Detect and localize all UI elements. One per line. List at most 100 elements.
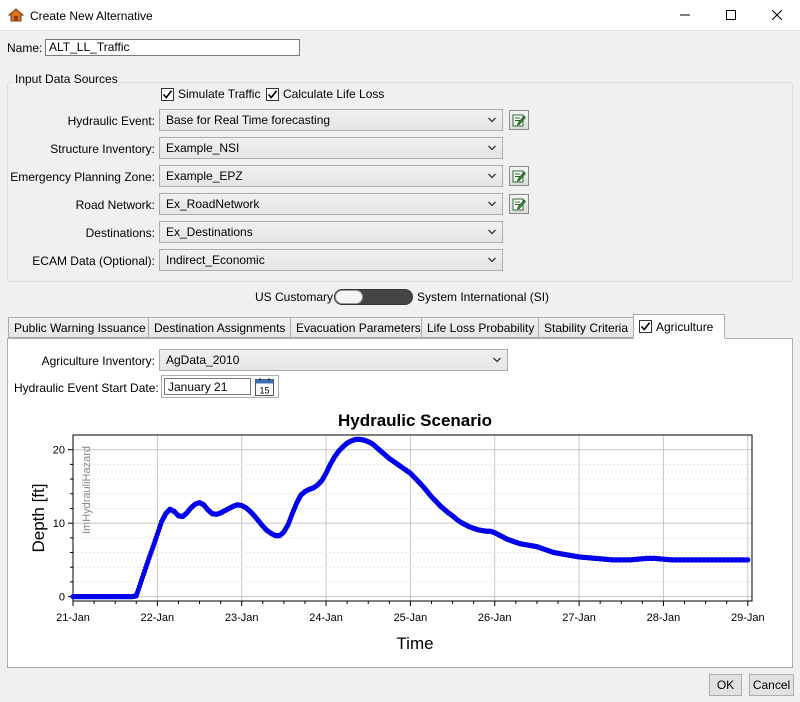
calendar-icon[interactable]: 15 — [255, 378, 274, 396]
maximize-button[interactable] — [708, 0, 754, 30]
chevron-down-icon — [488, 229, 496, 235]
tab-label: Life Loss Probability — [427, 321, 535, 335]
start-date-input[interactable]: January 21 — [164, 378, 251, 395]
edit-icon — [512, 114, 526, 127]
checkbox-box — [266, 87, 279, 101]
tab-label: Stability Criteria — [544, 321, 629, 335]
y-tick-label: 10 — [53, 518, 65, 530]
window-title: Create New Alternative — [30, 9, 153, 23]
destinations-dropdown[interactable]: Ex_Destinations — [159, 221, 503, 243]
hydraulic-scenario-chart: Hydraulic Scenario 21-Jan 22-Jan 23-Jan 24-… — [8, 404, 792, 666]
destinations-label: Destinations: — [85, 226, 155, 240]
tab-stability-criteria[interactable]: Stability Criteria — [538, 317, 634, 338]
chevron-down-icon — [488, 201, 496, 207]
tab-agriculture[interactable]: Agriculture — [633, 314, 725, 339]
chart-grid — [72, 435, 752, 601]
chevron-down-icon — [493, 357, 501, 363]
x-tick-label: 23-Jan — [225, 612, 259, 624]
start-date-picker: January 21 15 — [161, 375, 279, 398]
edit-icon — [512, 170, 526, 183]
hydraulic-event-edit-button[interactable] — [509, 110, 529, 130]
input-data-sources-group — [7, 82, 793, 282]
chart-svg: Hydraulic Scenario 21-Jan 22-Jan 23-Jan 24-… — [29, 411, 765, 653]
tab-life-loss-probability[interactable]: Life Loss Probability — [421, 317, 539, 338]
hydraulic-event-label: Hydraulic Event: — [67, 114, 155, 128]
road-network-value: Ex_RoadNetwork — [166, 197, 260, 211]
hydraulic-event-dropdown[interactable]: Base for Real Time forecasting — [159, 109, 503, 131]
road-network-label: Road Network: — [75, 198, 155, 212]
cancel-button[interactable]: Cancel — [749, 674, 794, 696]
agriculture-inventory-label: Agriculture Inventory: — [41, 354, 155, 368]
chevron-down-icon — [488, 173, 496, 179]
ecam-data-dropdown[interactable]: Indirect_Economic — [159, 249, 503, 271]
y-axis: 0 10 20 — [53, 445, 73, 604]
calendar-day: 15 — [259, 386, 269, 396]
emergency-planning-zone-value: Example_EPZ — [166, 169, 243, 183]
y-axis-label: Depth [ft] — [29, 484, 48, 553]
tab-label: Agriculture — [656, 320, 714, 334]
emergency-planning-zone-edit-button[interactable] — [509, 166, 529, 186]
y-tick-label: 20 — [53, 445, 65, 457]
agriculture-inventory-value: AgData_2010 — [166, 353, 240, 367]
x-tick-label: 26-Jan — [478, 612, 512, 624]
x-tick-label: 22-Jan — [141, 612, 175, 624]
overlay-text: ImHydrauliHazard — [81, 446, 93, 534]
name-label: Name: — [7, 41, 43, 55]
emergency-planning-zone-dropdown[interactable]: Example_EPZ — [159, 165, 503, 187]
x-axis-label: Time — [396, 634, 433, 653]
calculate-life-loss-label: Calculate Life Loss — [283, 87, 385, 101]
road-network-edit-button[interactable] — [509, 194, 529, 214]
data-point — [745, 557, 751, 563]
data-series — [70, 436, 751, 600]
structure-inventory-value: Example_NSI — [166, 141, 240, 155]
units-toggle[interactable] — [334, 289, 413, 305]
start-date-label: Hydraulic Event Start Date: — [14, 381, 159, 395]
structure-inventory-dropdown[interactable]: Example_NSI — [159, 137, 503, 159]
ok-button[interactable]: OK — [709, 674, 742, 696]
tab-label: Evacuation Parameters — [296, 321, 421, 335]
simulate-traffic-checkbox[interactable]: Simulate Traffic — [161, 87, 260, 101]
x-tick-label: 28-Jan — [647, 612, 681, 624]
tab-label: Destination Assignments — [154, 321, 286, 335]
ecam-data-value: Indirect_Economic — [166, 253, 265, 267]
input-data-sources-legend: Input Data Sources — [13, 72, 120, 86]
hydraulic-event-value: Base for Real Time forecasting — [166, 113, 331, 127]
checkmark-icon — [162, 89, 173, 99]
x-axis: 21-Jan 22-Jan 23-Jan 24-Jan 25-Jan 26-Jan 27-J… — [56, 601, 765, 624]
us-customary-label: US Customary — [255, 290, 334, 304]
tab-evacuation-parameters[interactable]: Evacuation Parameters — [290, 317, 422, 338]
checkmark-icon — [640, 322, 651, 331]
x-tick-label: 21-Jan — [56, 612, 90, 624]
tab-destination-assignments[interactable]: Destination Assignments — [148, 317, 291, 338]
destinations-value: Ex_Destinations — [166, 225, 253, 239]
title-bar: Create New Alternative — [0, 0, 800, 31]
close-icon — [772, 10, 782, 20]
maximize-icon — [726, 10, 736, 20]
units-toggle-thumb[interactable] — [335, 290, 363, 304]
si-units-label: System International (SI) — [417, 290, 550, 304]
emergency-planning-zone-label: Emergency Planning Zone: — [10, 170, 155, 184]
agriculture-tab-checkbox[interactable] — [639, 320, 652, 333]
structure-inventory-label: Structure Inventory: — [50, 142, 155, 156]
name-input[interactable]: ALT_LL_Traffic — [45, 39, 300, 56]
x-tick-label: 24-Jan — [309, 612, 343, 624]
calculate-life-loss-checkbox[interactable]: Calculate Life Loss — [266, 87, 384, 101]
chart-title: Hydraulic Scenario — [338, 411, 492, 430]
checkmark-icon — [267, 89, 278, 99]
agriculture-tab-panel — [7, 338, 793, 668]
x-tick-label: 25-Jan — [394, 612, 428, 624]
y-tick-label: 0 — [59, 592, 65, 604]
x-tick-label: 27-Jan — [562, 612, 596, 624]
edit-icon — [512, 198, 526, 211]
app-icon — [8, 8, 24, 22]
minimize-button[interactable] — [662, 0, 708, 30]
simulate-traffic-label: Simulate Traffic — [178, 87, 261, 101]
road-network-dropdown[interactable]: Ex_RoadNetwork — [159, 193, 503, 215]
tab-public-warning-issuance[interactable]: Public Warning Issuance — [8, 317, 149, 338]
close-button[interactable] — [754, 0, 800, 30]
agriculture-inventory-dropdown[interactable]: AgData_2010 — [159, 349, 508, 371]
chevron-down-icon — [488, 145, 496, 151]
tab-label: Public Warning Issuance — [14, 321, 146, 335]
minimize-icon — [680, 14, 690, 16]
x-tick-label: 29-Jan — [731, 612, 765, 624]
